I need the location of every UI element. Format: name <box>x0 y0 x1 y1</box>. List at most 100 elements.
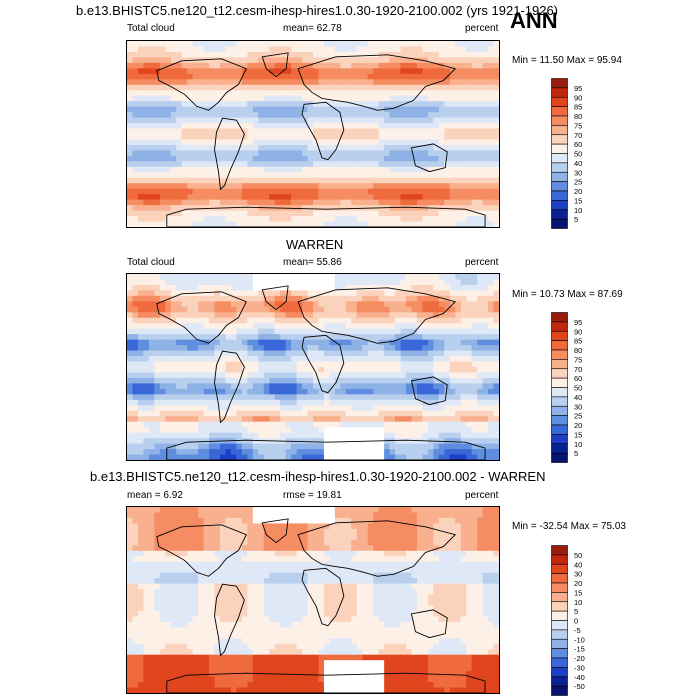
map-cell <box>225 317 232 324</box>
map-cell <box>132 507 139 514</box>
map-cell <box>313 150 320 157</box>
map-cell <box>176 117 183 124</box>
map-cell <box>143 432 150 439</box>
map-cell <box>137 334 145 341</box>
map-cell <box>351 284 358 292</box>
map-cell <box>154 216 161 223</box>
map-cell <box>329 367 336 374</box>
colorbar-swatch <box>551 209 568 220</box>
map-cell <box>460 334 467 341</box>
map-cell <box>170 416 177 423</box>
map-cell <box>318 399 325 406</box>
map-cell <box>433 79 440 86</box>
map-cell <box>143 172 150 179</box>
map-cell <box>493 216 499 223</box>
map-cell <box>307 73 314 80</box>
map-cell <box>225 134 232 141</box>
map-cell <box>291 274 298 281</box>
map-cell <box>433 221 440 227</box>
map-cell <box>395 57 402 64</box>
map-cell <box>302 306 309 313</box>
map-cell <box>258 46 265 53</box>
map-cell <box>159 290 166 297</box>
map-cell <box>307 328 314 335</box>
map-cell <box>247 334 254 341</box>
map-cell <box>389 90 396 97</box>
map-cell <box>356 134 363 141</box>
map-cell <box>373 512 380 519</box>
map-cell <box>143 449 150 456</box>
map-cell <box>482 432 489 439</box>
map-cell <box>416 68 424 75</box>
map-cell <box>181 106 188 113</box>
map-cell <box>236 301 243 308</box>
map-cell <box>148 216 155 223</box>
map-cell <box>302 172 309 179</box>
map-cell <box>285 194 292 201</box>
map-cell <box>159 172 166 179</box>
map-cell <box>482 438 489 445</box>
map-cell <box>192 139 199 146</box>
map-cell <box>334 350 341 357</box>
map-cell <box>127 284 134 292</box>
map-cell <box>313 317 320 324</box>
map-cell <box>460 221 467 227</box>
map-cell <box>400 172 407 179</box>
map-cell <box>488 161 495 168</box>
map-cell <box>488 57 495 64</box>
map-cell <box>154 416 161 423</box>
map-cell <box>241 90 248 97</box>
map-cell <box>400 410 407 417</box>
map-cell <box>203 443 210 450</box>
map-cell <box>373 290 380 297</box>
map-cell <box>269 377 276 385</box>
map-cell <box>236 139 243 146</box>
map-cell <box>313 216 320 223</box>
map-cell <box>209 62 216 69</box>
map-cell <box>291 394 298 401</box>
map-cell <box>427 388 434 395</box>
map-cell <box>159 144 166 152</box>
map-cell <box>285 155 292 162</box>
map-cell <box>367 334 374 341</box>
map-cell <box>318 295 325 302</box>
map-cell <box>192 183 199 190</box>
map-cell <box>285 123 292 130</box>
map-cell <box>455 279 462 286</box>
map-cell <box>433 388 440 395</box>
map-cell <box>406 216 413 223</box>
map-cell <box>362 284 369 292</box>
map-cell <box>384 161 391 168</box>
map-cell <box>318 507 325 514</box>
map-cell <box>351 57 358 64</box>
map-cell <box>252 507 259 514</box>
map-cell <box>438 128 445 135</box>
coastline-6 <box>166 439 486 460</box>
map-cell <box>192 90 199 97</box>
map-cell <box>449 73 456 80</box>
map-cell <box>143 155 150 162</box>
map-cell <box>416 339 424 346</box>
panel-2-minmax: Min = 10.73 Max = 87.69 <box>512 289 623 300</box>
map-cell <box>460 383 467 390</box>
map-cell <box>214 421 221 428</box>
map-cell <box>449 323 456 330</box>
map-cell <box>362 295 369 302</box>
map-cell <box>165 188 172 195</box>
map-cell <box>159 416 166 423</box>
map-cell <box>192 432 199 439</box>
map-cell <box>127 166 134 173</box>
map-cell <box>230 383 238 390</box>
map-cell <box>422 183 429 190</box>
map-cell <box>345 345 352 352</box>
map-cell <box>444 183 451 190</box>
map-cell <box>159 301 166 308</box>
map-cell <box>367 216 374 223</box>
map-cell <box>460 62 467 69</box>
map-cell <box>323 41 331 48</box>
map-cell <box>280 388 287 395</box>
map-cell <box>165 306 172 313</box>
map-cell <box>170 166 177 173</box>
map-cell <box>209 134 216 141</box>
map-cell <box>143 507 150 514</box>
